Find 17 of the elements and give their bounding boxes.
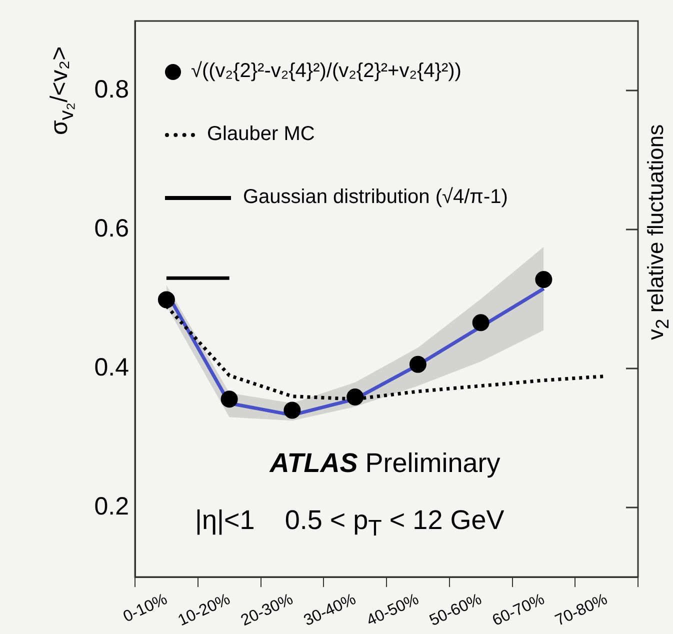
y-tick-label: 0.4 [94, 353, 130, 382]
point [158, 291, 175, 308]
point [472, 314, 490, 332]
legend-label: Glauber MC [207, 123, 315, 146]
y-tick-label: 0.2 [94, 492, 129, 520]
point [409, 356, 426, 373]
point [220, 390, 238, 408]
annotation: ATLAS Preliminary [268, 448, 502, 479]
point [346, 388, 364, 406]
x-tick-label: 0-10% [120, 590, 170, 626]
y-tick-label: 0.6 [94, 214, 129, 242]
point [535, 271, 552, 288]
annotation: |η|<1 0.5 < p$_{T}$ < 12 GeV [195, 505, 504, 542]
y-tick-label: 0.8 [94, 75, 129, 104]
legend-label: Gaussian distribution (√4/π-1) [243, 186, 508, 209]
legend-label: √((v₂{2}²-v₂{4}²)/(v₂{2}²+v₂{4}²)) [191, 60, 462, 83]
point [284, 402, 301, 419]
